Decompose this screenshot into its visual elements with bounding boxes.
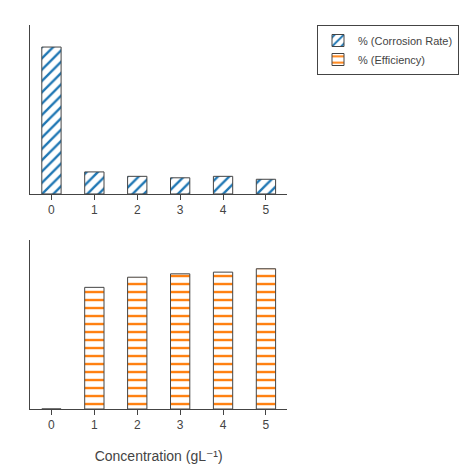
svg-text:4: 4 (220, 203, 227, 217)
svg-text:% (Efficiency): % (Efficiency) (358, 54, 425, 66)
svg-text:4: 4 (220, 418, 227, 432)
svg-text:1: 1 (91, 418, 98, 432)
svg-text:5: 5 (263, 203, 270, 217)
svg-text:3: 3 (177, 418, 184, 432)
svg-text:2: 2 (134, 203, 141, 217)
svg-text:0: 0 (48, 203, 55, 217)
svg-text:5: 5 (263, 418, 270, 432)
svg-text:3: 3 (177, 203, 184, 217)
svg-text:Concentration (gL⁻¹): Concentration (gL⁻¹) (95, 448, 223, 464)
svg-text:2: 2 (134, 418, 141, 432)
svg-text:0: 0 (48, 418, 55, 432)
svg-text:% (Corrosion Rate): % (Corrosion Rate) (358, 35, 452, 47)
svg-text:1: 1 (91, 203, 98, 217)
